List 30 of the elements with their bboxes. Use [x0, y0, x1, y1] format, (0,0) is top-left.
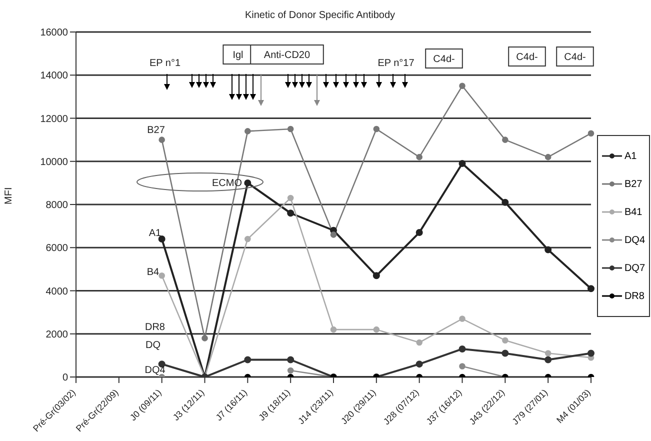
annotation: B4: [146, 267, 160, 278]
legend-label: DQ4: [624, 234, 645, 246]
annotation: EP n°17: [378, 58, 415, 69]
legend-label: DQ7: [624, 262, 645, 274]
annotation: EP n°1: [149, 58, 181, 69]
y-tick-label: 4000: [46, 286, 68, 298]
annotation: Anti-CD20: [264, 50, 310, 61]
y-tick-label: 16000: [40, 28, 68, 39]
annotation: C4d-: [516, 52, 538, 63]
legend-label: DR8: [624, 290, 644, 302]
legend-label: A1: [624, 150, 637, 162]
annotation: DR8: [144, 322, 166, 333]
annotation: C4d-: [433, 54, 455, 65]
annotation: A1: [148, 228, 162, 239]
annotation: Igl: [232, 50, 244, 61]
annotation: C4d-: [564, 52, 586, 63]
y-tick-label: 2000: [46, 329, 68, 340]
chart-title: Kinetic of Donor Specific Antibody: [244, 10, 396, 21]
annotation: DQ4: [144, 365, 166, 376]
y-tick-label: 10000: [40, 156, 68, 168]
y-tick-label: 14000: [40, 70, 68, 82]
y-tick-label: 8000: [46, 200, 68, 212]
legend-label: B41: [624, 206, 642, 218]
y-tick-label: 12000: [40, 114, 68, 125]
annotation: B27: [147, 125, 166, 136]
annotation: DQ: [146, 340, 161, 351]
y-tick-label: 6000: [46, 243, 68, 254]
legend-label: B27: [624, 178, 642, 190]
y-axis-title: MFI: [4, 187, 15, 204]
y-tick-label: 0: [62, 372, 68, 384]
